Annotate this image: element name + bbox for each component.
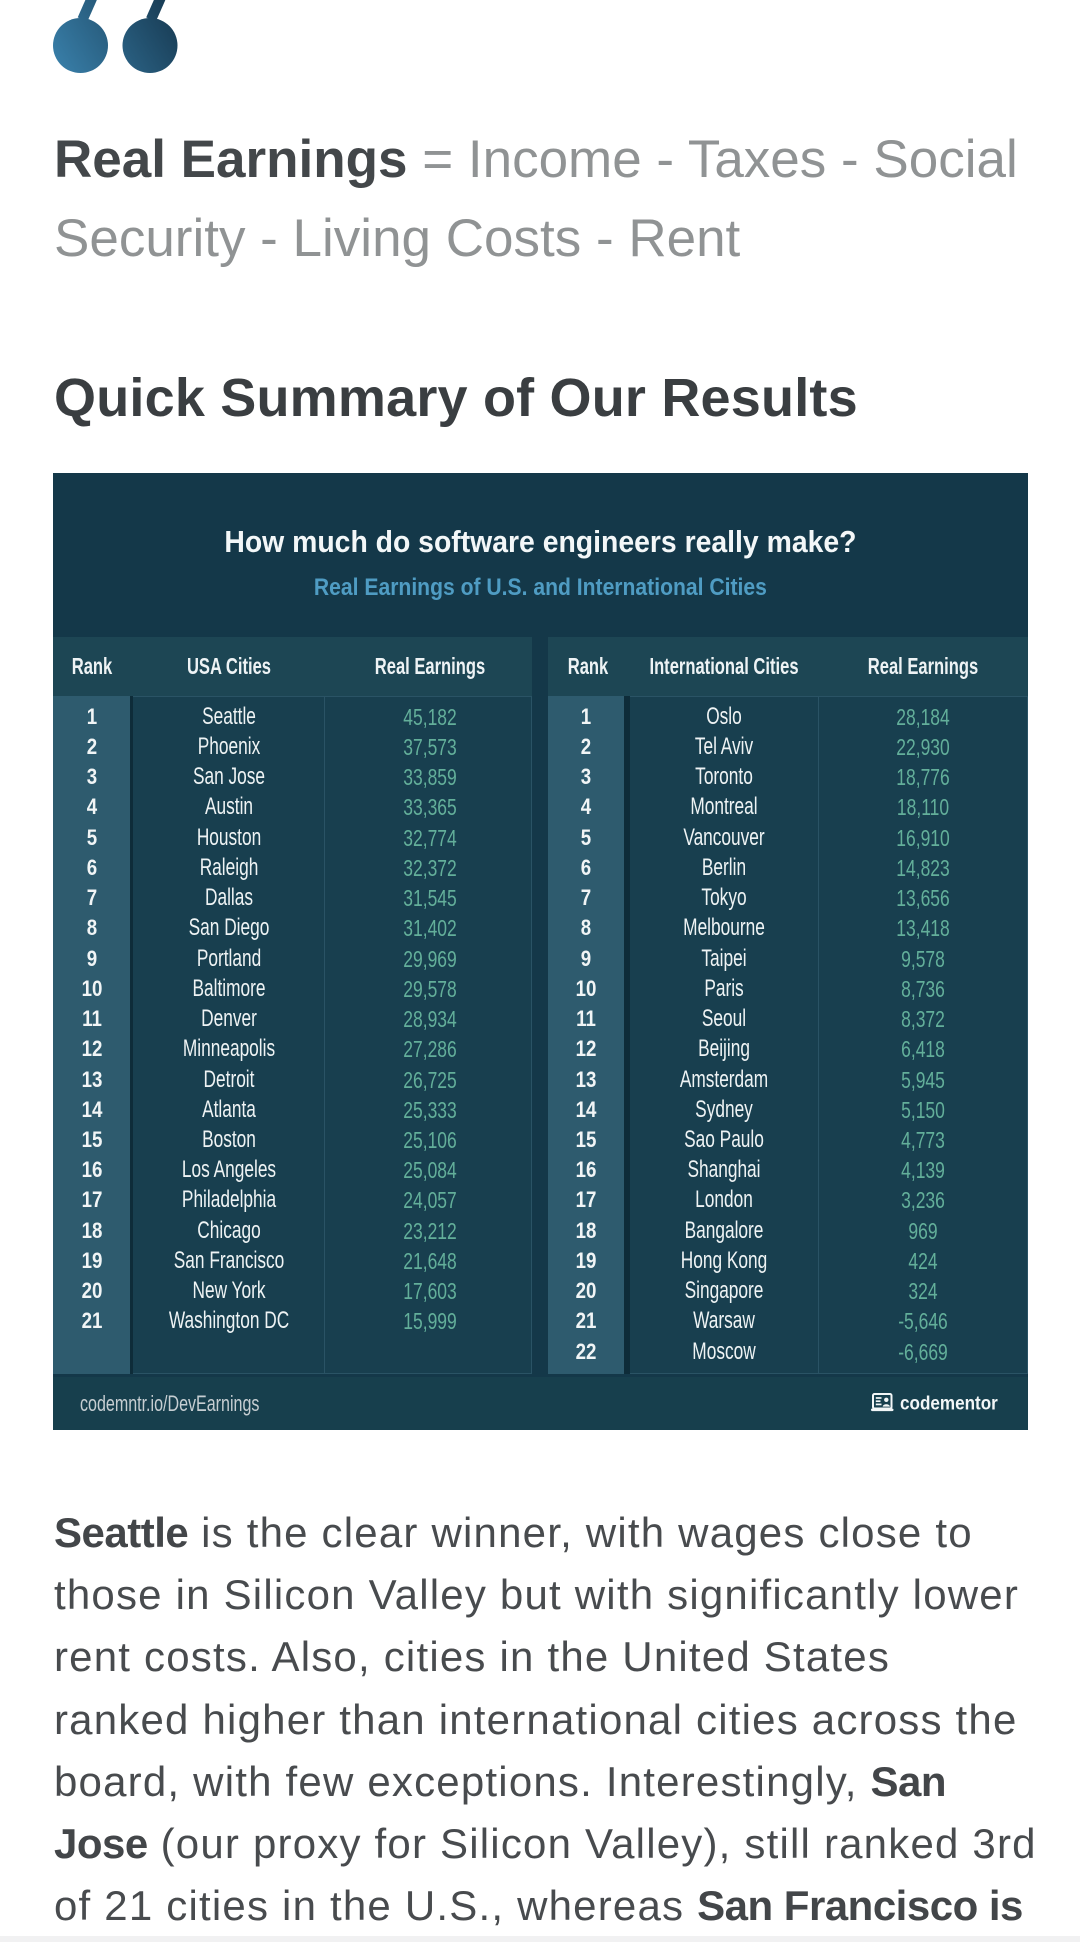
svg-text:codementor: codementor — [900, 1393, 998, 1414]
